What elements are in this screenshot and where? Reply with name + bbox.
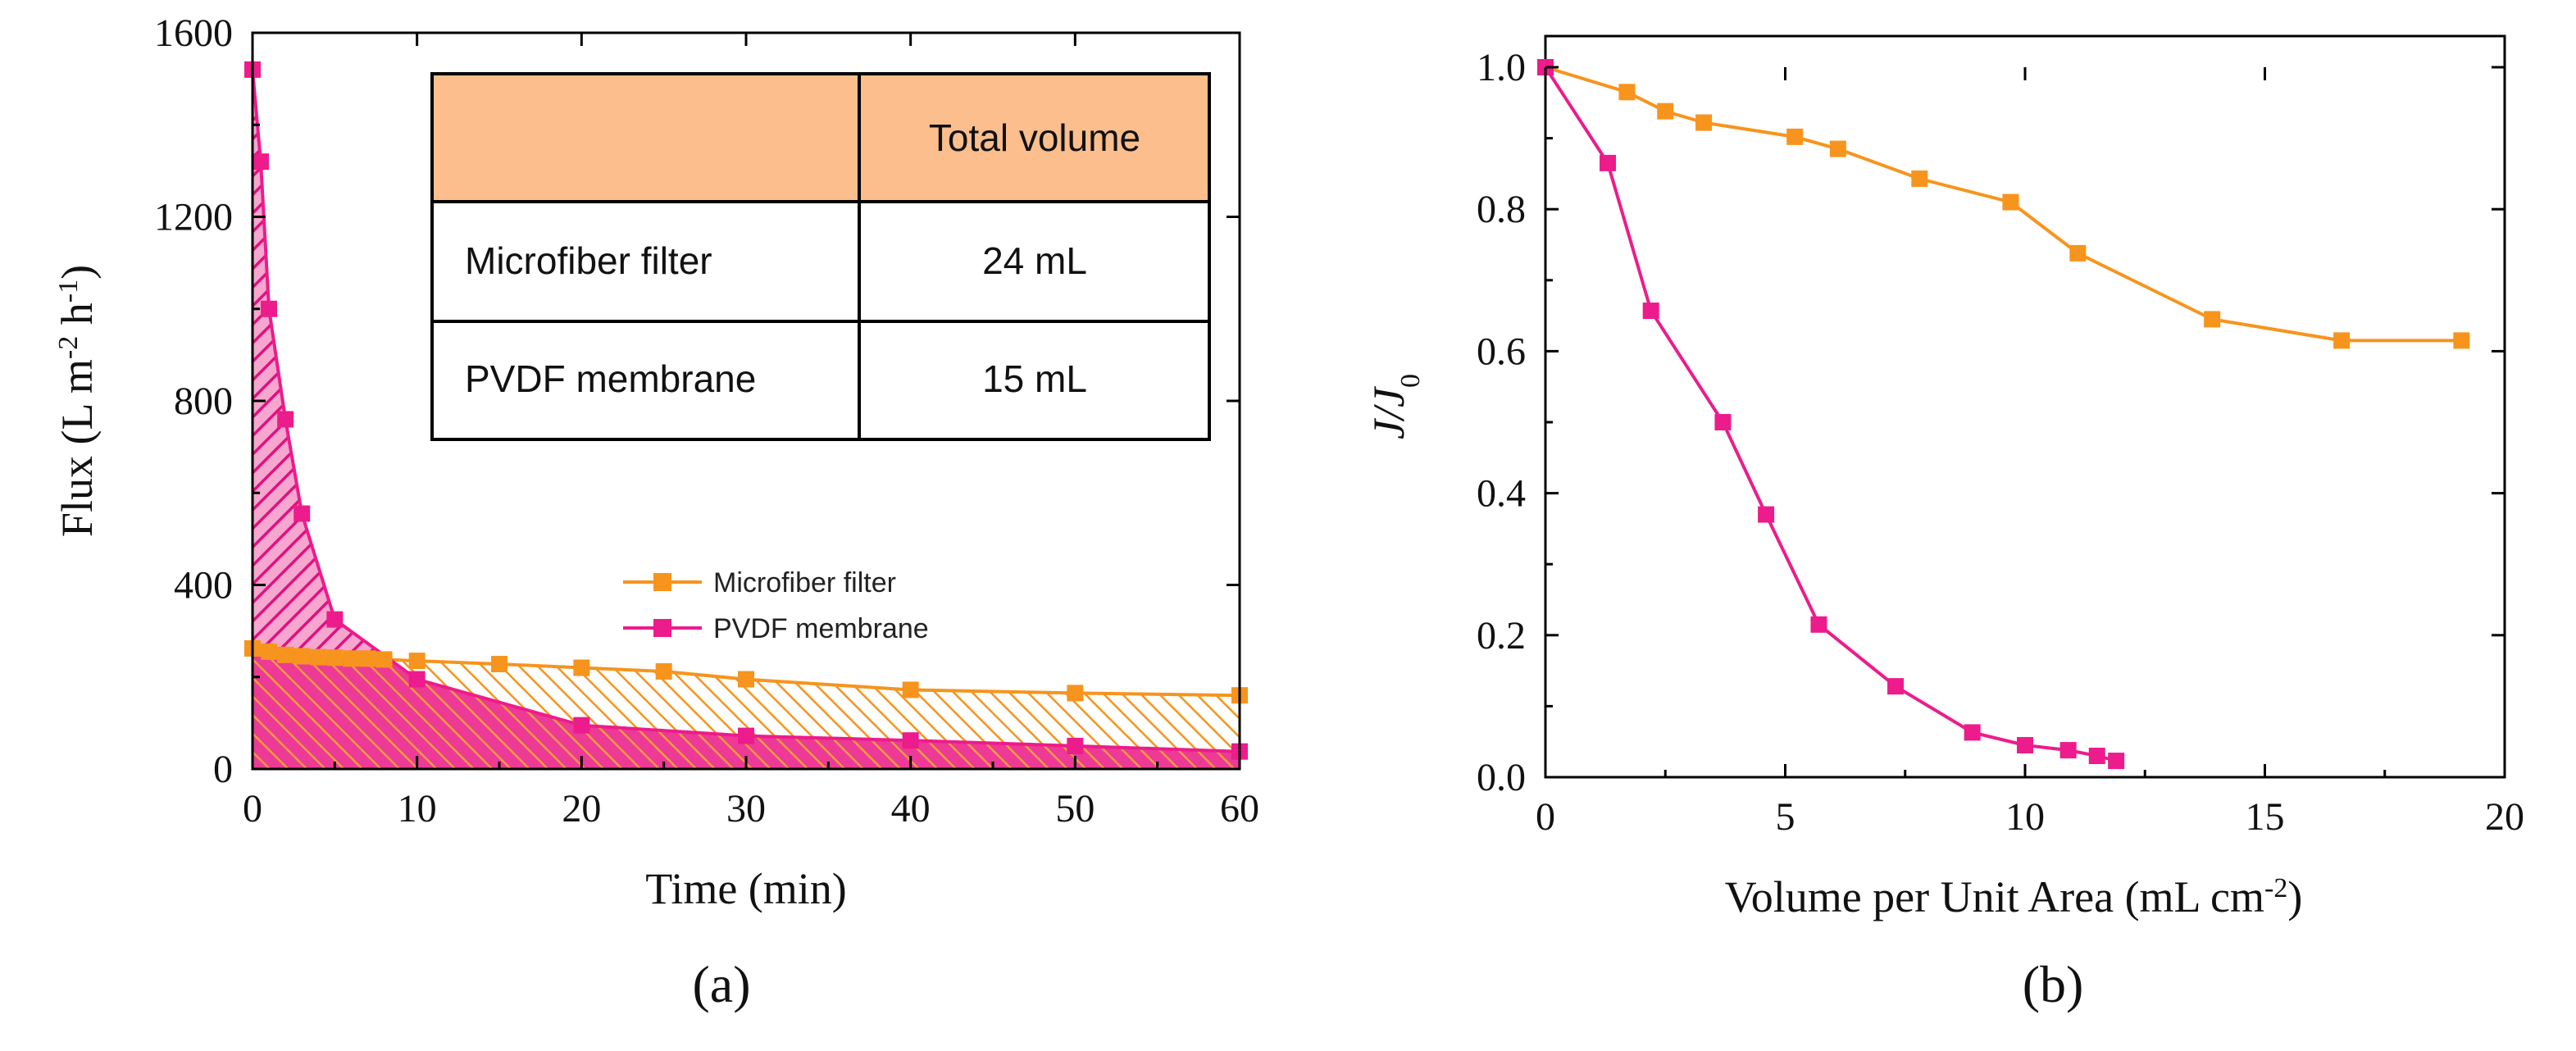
table-row-pvdf-name: PVDF membrane <box>465 357 756 400</box>
y-tick-label: 0.4 <box>1477 472 1526 516</box>
panel-b-caption: (b) <box>2023 955 2084 1013</box>
y-tick-label: 800 <box>174 380 233 423</box>
data-point-series-1 <box>1067 737 1084 754</box>
data-point-series-0 <box>573 659 590 676</box>
data-point-series-0 <box>326 649 344 667</box>
data-point-series-1 <box>326 611 344 628</box>
data-point-series-0 <box>738 671 754 688</box>
x-tick-label: 30 <box>726 787 766 830</box>
y-tick-label: 0.6 <box>1477 330 1526 373</box>
data-point-series-0 <box>2002 193 2019 211</box>
y-tick-label: 1200 <box>154 196 233 239</box>
table-row-microfiber-name: Microfiber filter <box>465 239 712 282</box>
data-point-series-0 <box>375 651 393 668</box>
data-point-series-1 <box>573 717 590 734</box>
table-header-row <box>432 74 1209 202</box>
data-point-series-1 <box>294 505 311 522</box>
y-tick-label: 0.8 <box>1477 188 1526 231</box>
data-point-series-0 <box>2453 332 2470 349</box>
data-point-series-0 <box>261 643 278 660</box>
data-point-series-1 <box>1887 678 1905 695</box>
table-row-pvdf-volume: 15 mL <box>982 357 1087 400</box>
data-point-series-0 <box>1786 128 1804 145</box>
panel-b-plot-frame <box>1544 34 2506 779</box>
panel-a-flux-chart: 0 10 20 30 40 50 60 0 400 800 1200 1600 Time (min)… <box>52 11 1259 1013</box>
inset-table: Total volume Microfiber filter 24 mL PVD… <box>430 72 1211 441</box>
x-tick-label: 20 <box>2485 795 2524 839</box>
x-tick-label: 10 <box>2005 795 2045 839</box>
series-line-1 <box>251 69 1240 753</box>
data-point-series-0 <box>1695 114 1713 131</box>
data-point-series-1 <box>1600 154 1617 171</box>
data-point-series-0 <box>2204 311 2221 328</box>
data-point-series-1 <box>261 300 278 317</box>
y-tick-label: 0.0 <box>1477 756 1526 799</box>
panel-b-normalized-flux-chart: 0 5 10 15 20 0.0 0.2 0.4 0.6 0.8 1.0 Volume per U… <box>1364 34 2524 1013</box>
data-point-series-0 <box>343 650 360 667</box>
x-tick-label: 40 <box>891 787 931 830</box>
y-tick-label: 0.2 <box>1477 614 1526 657</box>
data-point-series-0 <box>1618 84 1636 101</box>
panel-b-y-axis-label: J/J0 <box>1364 374 1426 439</box>
data-point-series-1 <box>2059 742 2077 759</box>
data-point-series-0 <box>2333 332 2351 349</box>
series-line-1 <box>1544 66 2117 763</box>
data-point-series-0 <box>491 656 507 673</box>
data-point-series-1 <box>1810 616 1827 633</box>
x-tick-label: 0 <box>1536 795 1555 839</box>
data-point-series-0 <box>359 650 376 667</box>
x-tick-label: 20 <box>562 787 601 830</box>
x-tick-label: 0 <box>243 787 262 830</box>
data-point-series-1 <box>2088 748 2105 765</box>
table-row-microfiber-volume: 24 mL <box>982 239 1087 282</box>
data-point-series-1 <box>2108 753 2125 770</box>
data-point-series-0 <box>1911 170 1928 187</box>
data-point-series-0 <box>1657 102 1674 120</box>
panel-a-y-axis-label: Flux (L m-2 h-1) <box>52 265 102 537</box>
data-point-series-0 <box>277 646 294 663</box>
legend-marker-microfiber <box>653 573 671 591</box>
x-tick-label: 10 <box>398 787 437 830</box>
data-point-series-0 <box>902 681 919 698</box>
data-point-series-1 <box>1964 724 1981 741</box>
y-tick-label: 400 <box>174 564 233 607</box>
y-tick-label: 1.0 <box>1477 46 1526 89</box>
data-point-series-0 <box>2069 244 2087 262</box>
area-overlap <box>253 648 1240 769</box>
data-point-series-1 <box>1714 414 1732 430</box>
data-point-series-0 <box>655 663 672 680</box>
legend-label-microfiber: Microfiber filter <box>713 567 896 598</box>
data-point-series-0 <box>1067 685 1084 702</box>
data-point-series-1 <box>253 153 270 171</box>
data-point-series-1 <box>902 732 919 749</box>
x-tick-label: 60 <box>1220 787 1259 830</box>
data-point-series-1 <box>1758 506 1775 523</box>
table-header-total-volume: Total volume <box>929 116 1140 159</box>
legend: Microfiber filter PVDF membrane <box>623 567 929 644</box>
legend-marker-pvdf <box>653 619 671 637</box>
panel-a-x-axis-label: Time (min) <box>645 864 847 913</box>
data-point-series-1 <box>277 411 294 428</box>
x-tick-label: 50 <box>1055 787 1095 830</box>
panel-a-caption: (a) <box>692 955 750 1013</box>
y-tick-label: 0 <box>213 748 233 791</box>
data-point-series-0 <box>1829 140 1846 157</box>
data-point-series-1 <box>738 727 754 744</box>
data-point-series-0 <box>294 648 311 665</box>
x-tick-label: 15 <box>2246 795 2285 839</box>
legend-label-pvdf: PVDF membrane <box>713 613 929 644</box>
data-point-series-1 <box>1642 303 1659 320</box>
data-point-series-1 <box>408 671 426 688</box>
y-tick-label: 1600 <box>154 11 233 55</box>
data-point-series-1 <box>2017 737 2033 754</box>
panel-b-x-axis-label: Volume per Unit Area (mL cm-2) <box>1725 872 2303 921</box>
x-tick-label: 5 <box>1776 795 1795 839</box>
data-point-series-0 <box>310 648 327 666</box>
data-point-series-0 <box>408 653 426 670</box>
